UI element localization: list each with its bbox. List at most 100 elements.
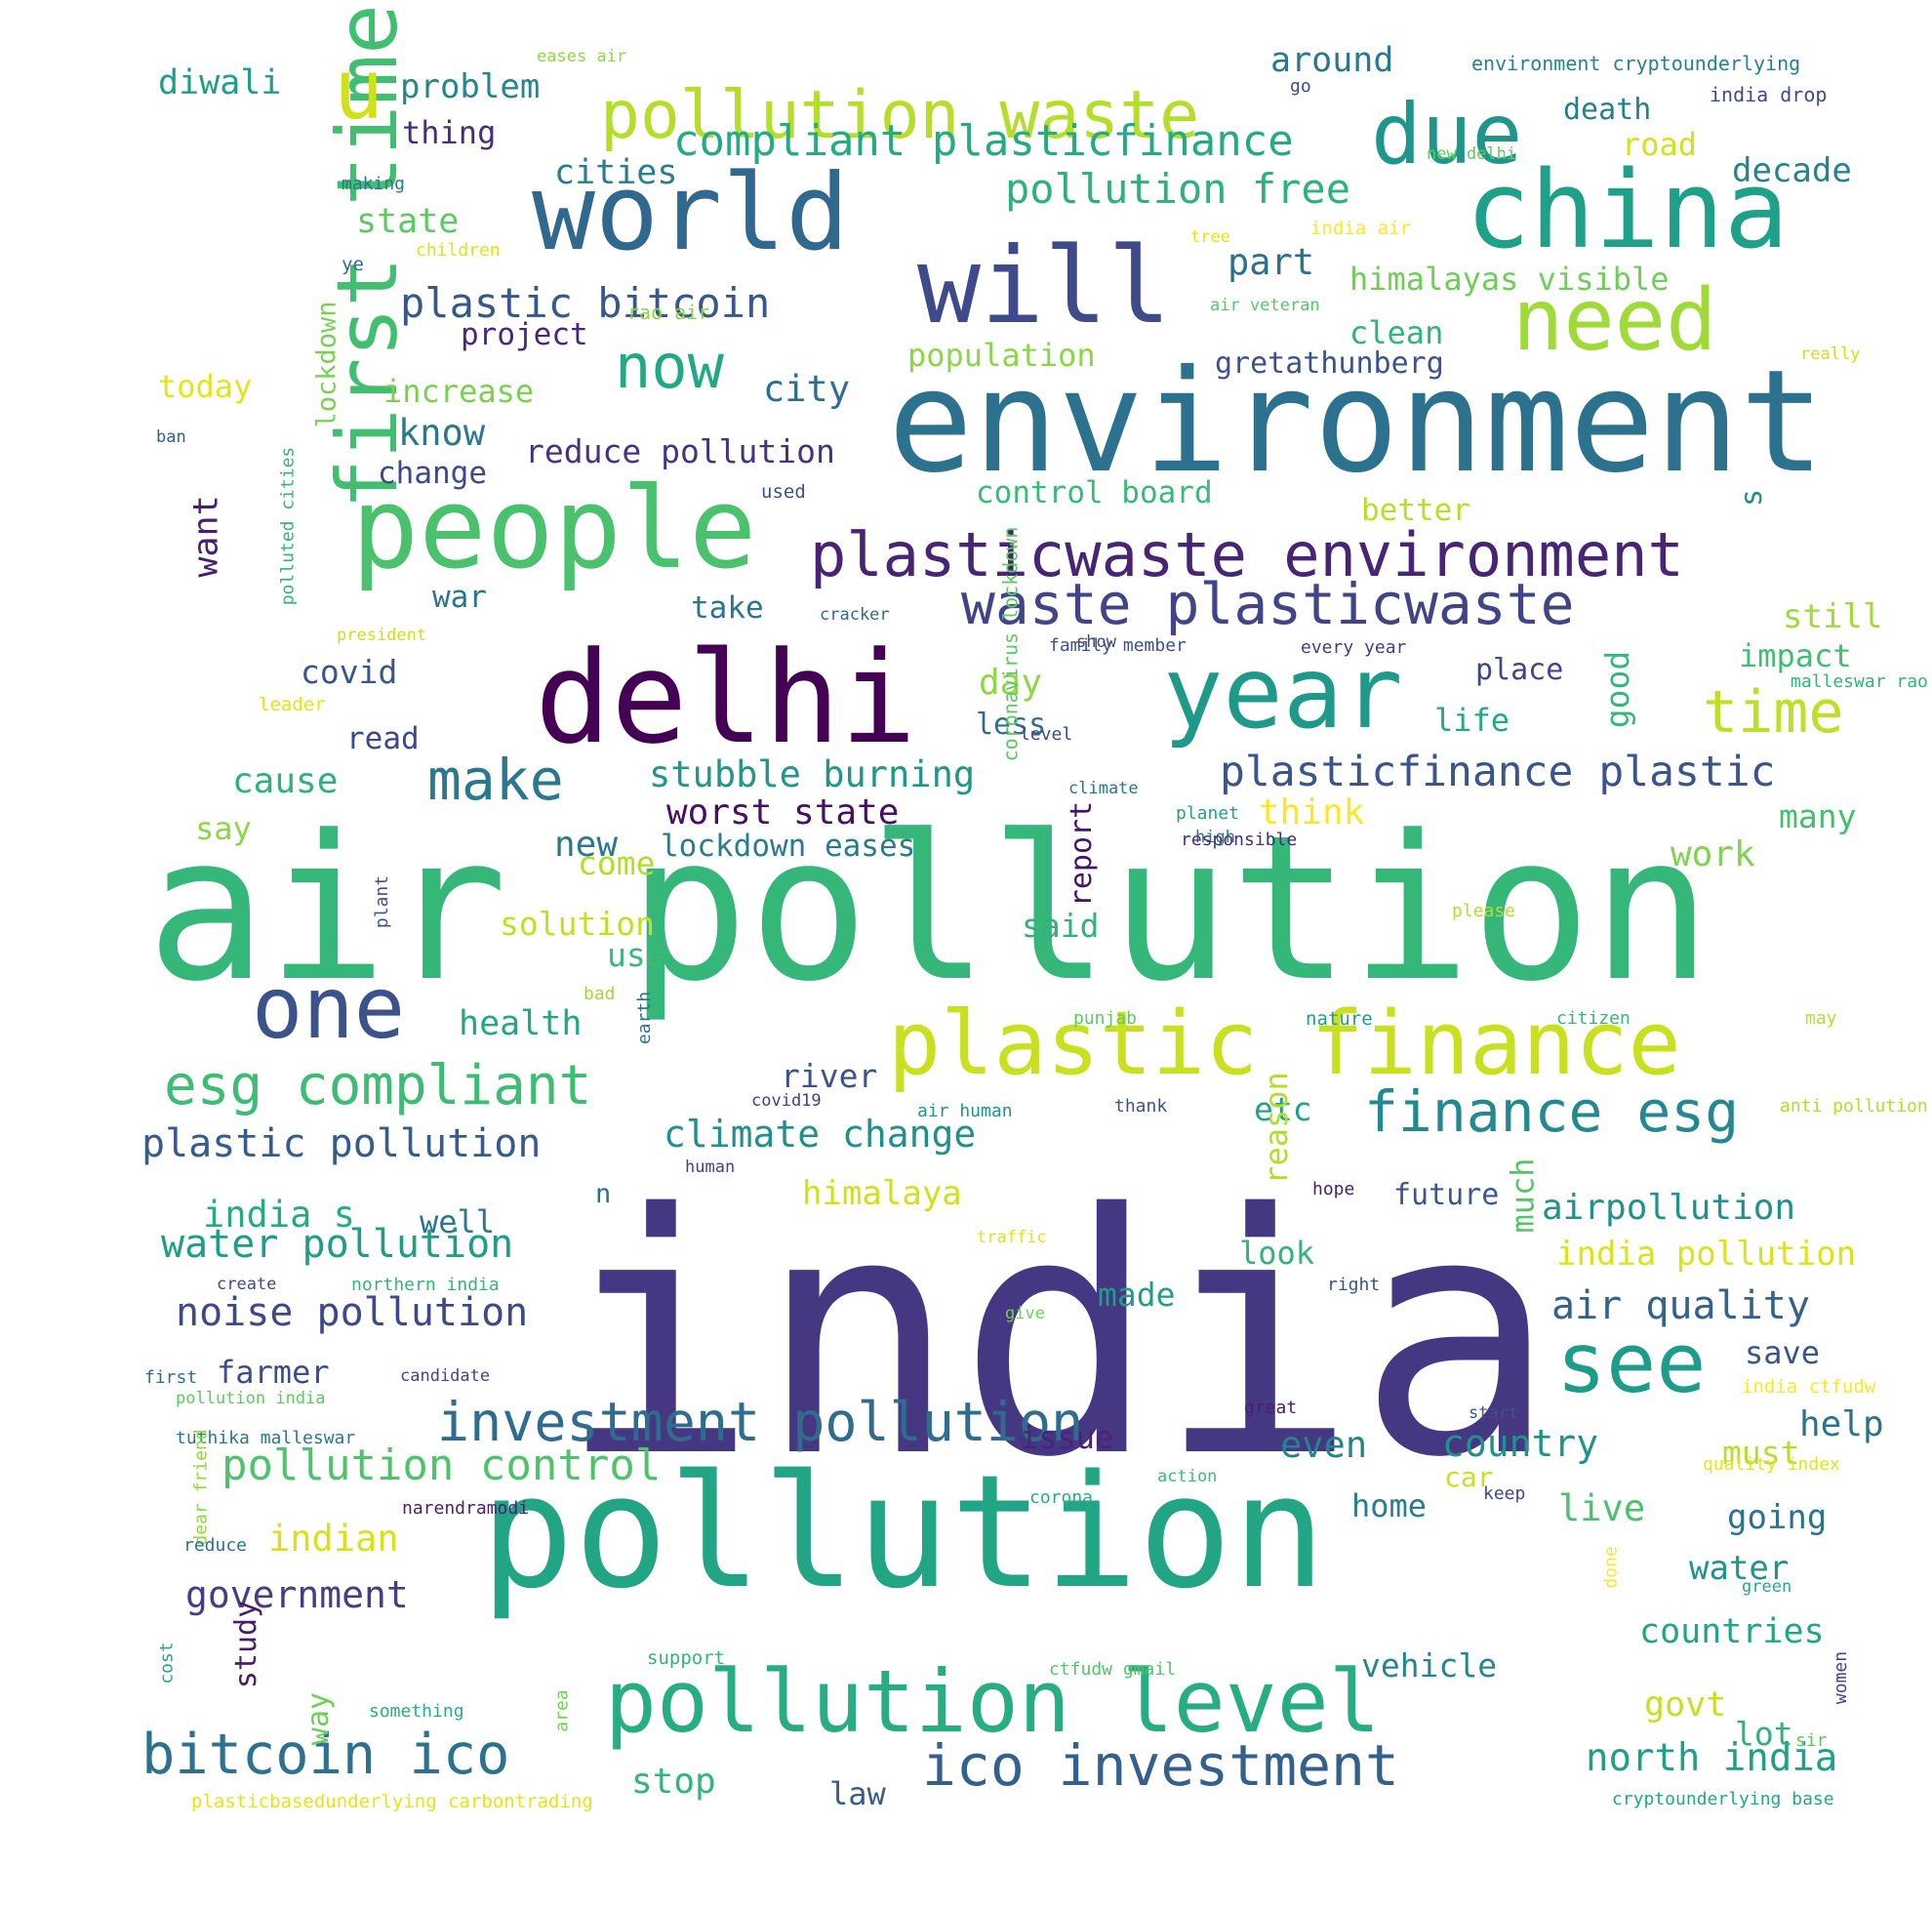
- cloud-word: etc: [1254, 1090, 1312, 1128]
- cloud-word: something: [369, 1701, 464, 1722]
- cloud-word: cities: [554, 153, 678, 192]
- cloud-word: new: [554, 825, 619, 865]
- cloud-word: plasticbasedunderlying carbontrading: [191, 1791, 593, 1812]
- cloud-word: want: [186, 495, 226, 578]
- cloud-word: north india: [1586, 1736, 1838, 1780]
- cloud-word: world: [532, 152, 850, 274]
- cloud-word: done: [1600, 1546, 1622, 1589]
- cloud-word: bad: [584, 984, 616, 1004]
- cloud-word: say: [195, 810, 252, 847]
- cloud-word: river: [781, 1057, 878, 1095]
- cloud-word: people: [351, 464, 757, 594]
- cloud-word: diwali: [158, 63, 282, 102]
- cloud-word: take: [691, 590, 764, 626]
- cloud-word: create: [217, 1275, 277, 1294]
- cloud-word: new delhi: [1427, 144, 1517, 164]
- cloud-word: worst state: [666, 792, 900, 832]
- cloud-word: see: [1556, 1316, 1707, 1412]
- cloud-word: think: [1259, 792, 1365, 832]
- cloud-word: population: [907, 337, 1096, 374]
- cloud-word: water: [1689, 1549, 1790, 1588]
- cloud-word: now: [615, 331, 724, 402]
- cloud-word: give: [1005, 1304, 1045, 1323]
- cloud-word: cracker: [820, 605, 890, 625]
- cloud-word: go: [1290, 76, 1311, 97]
- cloud-word: city: [763, 368, 851, 410]
- cloud-word: making: [342, 174, 406, 194]
- cloud-word: look: [1239, 1235, 1315, 1272]
- cloud-word: will: [917, 225, 1172, 347]
- cloud-word: even: [1280, 1424, 1368, 1466]
- cloud-word: live: [1558, 1487, 1646, 1529]
- cloud-word: hope: [1312, 1179, 1355, 1199]
- cloud-word: death: [1563, 93, 1652, 127]
- cloud-word: ye: [342, 254, 364, 275]
- cloud-word: control board: [976, 475, 1213, 510]
- cloud-word: lot: [1735, 1715, 1793, 1753]
- cloud-word: time: [1703, 678, 1844, 747]
- cloud-word: stubble burning: [649, 753, 976, 795]
- cloud-word: today: [158, 368, 253, 405]
- cloud-word: rao air: [627, 301, 710, 324]
- cloud-word: going: [1727, 1498, 1828, 1537]
- cloud-word: high: [1195, 828, 1235, 847]
- cloud-word: anti pollution: [1780, 1096, 1928, 1116]
- cloud-word: citizen: [1556, 1008, 1630, 1029]
- cloud-word: future: [1393, 1178, 1500, 1212]
- cloud-word: air pollution: [146, 793, 1712, 1026]
- cloud-word: made: [1098, 1276, 1176, 1314]
- cloud-word: pollution control: [221, 1441, 662, 1490]
- cloud-word: better: [1361, 493, 1470, 528]
- cloud-word: noise pollution: [176, 1290, 529, 1335]
- cloud-word: candidate: [400, 1366, 491, 1386]
- cloud-word: area: [551, 1689, 573, 1732]
- cloud-word: problem: [400, 67, 541, 106]
- cloud-word: indian: [268, 1518, 399, 1560]
- cloud-word: airpollution: [1542, 1188, 1796, 1228]
- cloud-word: come: [578, 844, 656, 882]
- cloud-word: responsible: [1181, 830, 1298, 850]
- cloud-word: ban: [156, 427, 186, 447]
- cloud-word: nature: [1306, 1008, 1373, 1030]
- cloud-word: pollution india: [176, 1389, 326, 1408]
- cloud-word: plant: [372, 874, 393, 929]
- cloud-word: coronavirus lockdown: [998, 526, 1023, 762]
- cloud-word: farmer: [217, 1354, 330, 1391]
- cloud-word: please: [1452, 901, 1516, 921]
- cloud-word: sir: [1795, 1730, 1828, 1751]
- cloud-word: human: [685, 1157, 736, 1177]
- cloud-word: eases air: [537, 47, 627, 66]
- cloud-word: n: [595, 1179, 612, 1209]
- cloud-word: read: [346, 721, 420, 756]
- cloud-word: earth: [634, 991, 656, 1045]
- cloud-word: malleswar rao: [1791, 671, 1928, 692]
- cloud-word: environment: [888, 340, 1826, 505]
- cloud-word: help: [1799, 1404, 1884, 1444]
- cloud-word: reduce pollution: [525, 432, 835, 470]
- cloud-word: home: [1351, 1487, 1428, 1524]
- cloud-word: green: [1742, 1577, 1792, 1597]
- cloud-word: health: [459, 1004, 583, 1043]
- cloud-word: war: [432, 580, 487, 615]
- cloud-word: first: [144, 1367, 198, 1388]
- cloud-word: northern india: [351, 1275, 500, 1295]
- cloud-word: life: [1434, 702, 1510, 739]
- cloud-word: way: [302, 1691, 337, 1746]
- cloud-word: lockdown: [311, 301, 342, 428]
- cloud-word: pollution: [480, 1441, 1326, 1623]
- cloud-word: good: [1598, 650, 1637, 729]
- cloud-word: finance esg: [1364, 1078, 1740, 1145]
- cloud-word: ctfudw gmail: [1049, 1659, 1177, 1680]
- cloud-word: dear friend: [190, 1429, 212, 1546]
- cloud-word: investment pollution: [437, 1391, 1084, 1453]
- cloud-word: gretathunberg: [1215, 346, 1444, 381]
- cloud-word: cost: [156, 1642, 178, 1685]
- cloud-word: solution: [500, 905, 655, 943]
- cloud-word: impact: [1739, 637, 1852, 674]
- cloud-word: year: [1163, 635, 1403, 751]
- cloud-word: issue: [1020, 1419, 1114, 1456]
- cloud-word: climate change: [664, 1113, 977, 1156]
- cloud-word: project: [461, 317, 588, 352]
- cloud-word: plasticwaste environment: [810, 519, 1684, 590]
